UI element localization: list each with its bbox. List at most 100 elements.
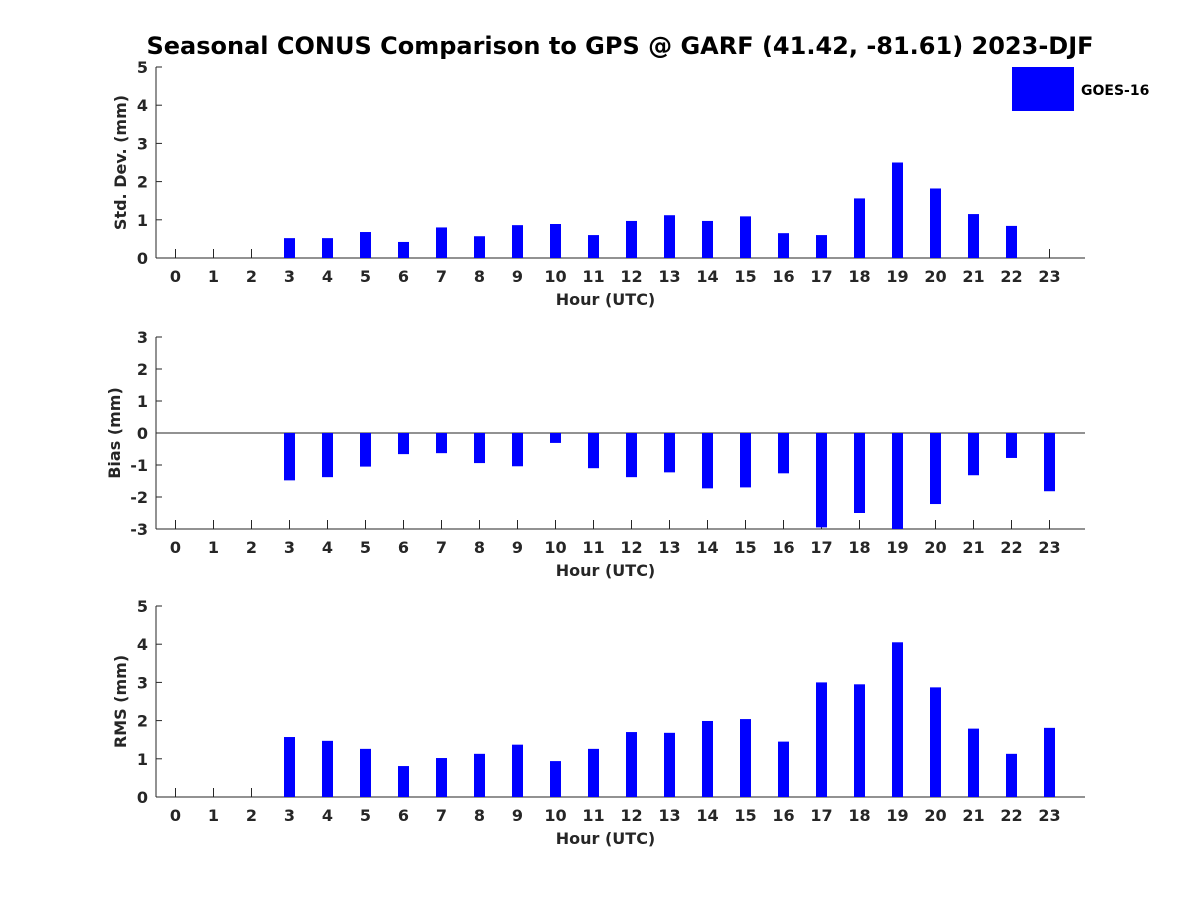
bar-hour-6 <box>398 766 409 797</box>
x-tick-label: 23 <box>1038 806 1060 825</box>
bar-hour-9 <box>512 744 523 797</box>
bar-hour-12 <box>626 732 637 797</box>
y-tick-label: 5 <box>137 58 148 77</box>
x-tick-label: 9 <box>512 538 523 557</box>
x-tick-label: 16 <box>772 267 794 286</box>
x-tick-label: 16 <box>772 806 794 825</box>
y-tick-label: 1 <box>137 750 148 769</box>
bar-hour-18 <box>854 433 865 513</box>
bar-hour-17 <box>816 682 827 797</box>
x-tick-label: 21 <box>962 538 984 557</box>
bar-hour-12 <box>626 433 637 478</box>
bar-hour-10 <box>550 761 561 797</box>
bar-hour-20 <box>930 433 941 505</box>
x-tick-label: 18 <box>848 806 870 825</box>
y-tick-label: -2 <box>130 488 148 507</box>
x-tick-label: 20 <box>924 267 946 286</box>
x-tick-label: 5 <box>360 267 371 286</box>
y-tick-label: 0 <box>137 788 148 807</box>
y-tick-label: 1 <box>137 392 148 411</box>
y-tick-label: 1 <box>137 211 148 230</box>
x-tick-label: 21 <box>962 267 984 286</box>
y-axis-label: Bias (mm) <box>105 387 124 479</box>
x-tick-label: 14 <box>696 538 718 557</box>
bar-hour-15 <box>740 719 751 797</box>
bar-hour-17 <box>816 235 827 258</box>
x-tick-label: 9 <box>512 267 523 286</box>
bar-hour-7 <box>436 758 447 797</box>
bar-hour-16 <box>778 233 789 258</box>
x-tick-label: 13 <box>658 538 680 557</box>
legend: GOES-16 <box>1012 67 1149 111</box>
bar-hour-20 <box>930 188 941 258</box>
x-axis-label: Hour (UTC) <box>556 561 656 580</box>
x-tick-label: 5 <box>360 538 371 557</box>
y-tick-label: 5 <box>137 597 148 616</box>
x-tick-label: 12 <box>620 538 642 557</box>
bar-hour-19 <box>892 642 903 797</box>
bar-hour-8 <box>474 753 485 797</box>
x-tick-label: 2 <box>246 267 257 286</box>
x-tick-label: 21 <box>962 806 984 825</box>
bar-hour-15 <box>740 433 751 488</box>
y-tick-label: 0 <box>137 424 148 443</box>
bar-hour-10 <box>550 224 561 258</box>
x-tick-label: 6 <box>398 806 409 825</box>
bar-hour-3 <box>284 737 295 797</box>
bar-hour-4 <box>322 740 333 797</box>
bar-hour-15 <box>740 216 751 258</box>
legend-swatch <box>1012 67 1074 111</box>
bar-hour-4 <box>322 238 333 258</box>
x-tick-label: 6 <box>398 267 409 286</box>
chart-title: Seasonal CONUS Comparison to GPS @ GARF … <box>146 32 1093 60</box>
x-tick-label: 0 <box>170 267 181 286</box>
y-tick-label: -1 <box>130 456 148 475</box>
x-tick-label: 19 <box>886 267 908 286</box>
x-tick-label: 1 <box>208 806 219 825</box>
bar-hour-13 <box>664 732 675 797</box>
bar-hour-14 <box>702 220 713 258</box>
x-tick-label: 20 <box>924 806 946 825</box>
y-tick-label: 4 <box>137 635 148 654</box>
x-tick-label: 8 <box>474 806 485 825</box>
x-tick-label: 10 <box>544 806 566 825</box>
x-tick-label: 19 <box>886 806 908 825</box>
y-axis-label: Std. Dev. (mm) <box>111 95 130 230</box>
x-tick-label: 18 <box>848 267 870 286</box>
legend-label: GOES-16 <box>1081 83 1149 99</box>
x-tick-label: 9 <box>512 806 523 825</box>
x-tick-label: 3 <box>284 538 295 557</box>
bar-hour-18 <box>854 198 865 258</box>
x-tick-label: 0 <box>170 538 181 557</box>
x-tick-label: 19 <box>886 538 908 557</box>
x-tick-label: 8 <box>474 267 485 286</box>
y-tick-label: 2 <box>137 360 148 379</box>
x-tick-label: 13 <box>658 267 680 286</box>
y-axis-label: RMS (mm) <box>111 655 130 748</box>
x-tick-label: 23 <box>1038 538 1060 557</box>
x-tick-label: 11 <box>582 267 604 286</box>
bar-hour-7 <box>436 433 447 454</box>
bar-hour-9 <box>512 433 523 467</box>
bar-hour-11 <box>588 433 599 469</box>
x-tick-label: 4 <box>322 267 333 286</box>
bar-hour-8 <box>474 433 485 464</box>
x-tick-label: 18 <box>848 538 870 557</box>
bar-hour-17 <box>816 433 827 528</box>
bar-hour-10 <box>550 433 561 443</box>
bar-hour-5 <box>360 232 371 258</box>
x-tick-label: 11 <box>582 806 604 825</box>
x-tick-label: 1 <box>208 538 219 557</box>
bar-hour-23 <box>1044 433 1055 492</box>
x-tick-label: 4 <box>322 538 333 557</box>
y-tick-label: 4 <box>137 96 148 115</box>
bar-hour-21 <box>968 433 979 476</box>
x-tick-label: 22 <box>1000 538 1022 557</box>
bar-hour-19 <box>892 162 903 258</box>
x-tick-label: 20 <box>924 538 946 557</box>
y-tick-label: 2 <box>137 173 148 192</box>
y-tick-label: -3 <box>130 520 148 539</box>
x-tick-label: 0 <box>170 806 181 825</box>
